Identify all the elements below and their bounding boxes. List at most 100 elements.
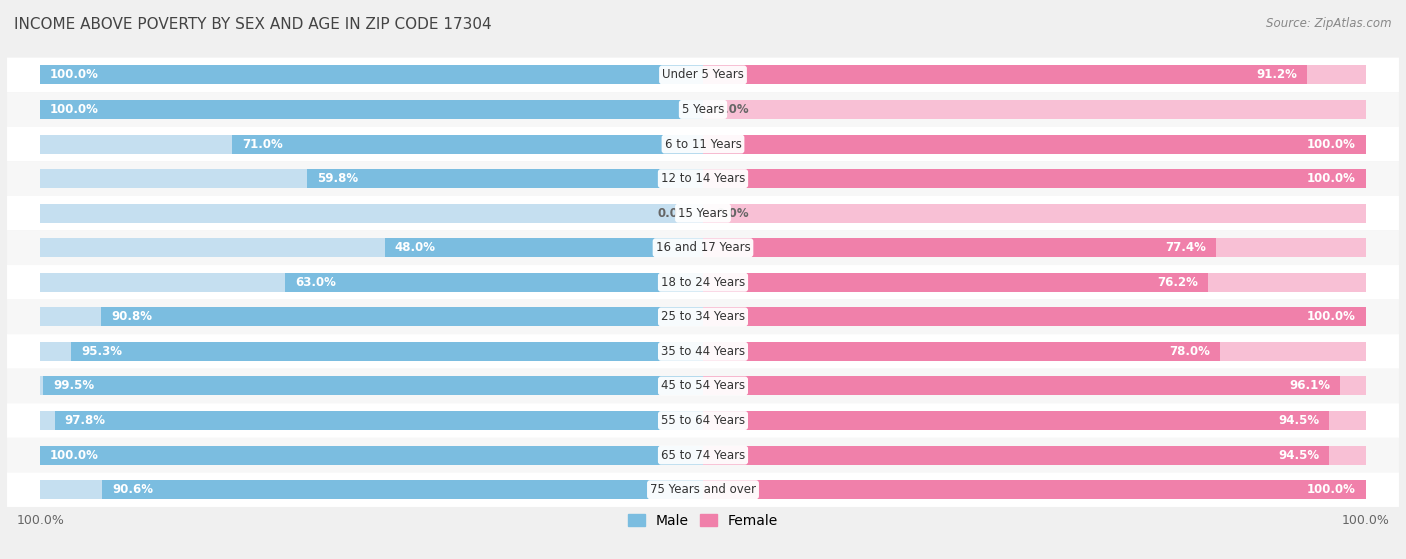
Bar (703, 411, 1330, 430)
Text: 5 Years: 5 Years (682, 103, 724, 116)
Bar (703, 65, 1308, 84)
Text: 65 to 74 Years: 65 to 74 Years (661, 449, 745, 462)
Bar (385, 238, 703, 257)
Text: 45 to 54 Years: 45 to 54 Years (661, 380, 745, 392)
FancyBboxPatch shape (7, 58, 1399, 92)
FancyBboxPatch shape (7, 403, 1399, 438)
Text: 6 to 11 Years: 6 to 11 Years (665, 138, 741, 150)
FancyBboxPatch shape (7, 300, 1399, 334)
Text: 16 and 17 Years: 16 and 17 Years (655, 241, 751, 254)
Text: 100.0%: 100.0% (1308, 138, 1355, 150)
Bar (703, 446, 1365, 465)
Text: 100.0%: 100.0% (51, 103, 98, 116)
Bar (41, 238, 703, 257)
Text: 0.0%: 0.0% (716, 103, 749, 116)
Bar (703, 203, 1365, 222)
Text: 100.0%: 100.0% (1308, 310, 1355, 323)
Text: 90.8%: 90.8% (111, 310, 152, 323)
Bar (44, 376, 703, 396)
Text: 77.4%: 77.4% (1166, 241, 1206, 254)
Bar (41, 273, 703, 292)
Bar (703, 169, 1365, 188)
FancyBboxPatch shape (7, 369, 1399, 403)
Bar (41, 411, 703, 430)
Bar (41, 65, 703, 84)
FancyBboxPatch shape (7, 196, 1399, 230)
Bar (703, 307, 1365, 326)
Bar (703, 342, 1365, 361)
Text: 99.5%: 99.5% (53, 380, 94, 392)
Text: 78.0%: 78.0% (1170, 345, 1211, 358)
Text: 91.2%: 91.2% (1257, 68, 1298, 82)
FancyBboxPatch shape (7, 230, 1399, 265)
Bar (703, 446, 1330, 465)
Bar (703, 238, 1216, 257)
Text: Under 5 Years: Under 5 Years (662, 68, 744, 82)
Bar (41, 100, 703, 119)
Text: 90.6%: 90.6% (112, 483, 153, 496)
Bar (703, 273, 1365, 292)
Bar (703, 342, 1220, 361)
FancyBboxPatch shape (7, 92, 1399, 127)
Bar (703, 376, 1340, 396)
Bar (703, 238, 1365, 257)
Bar (703, 376, 1365, 396)
FancyBboxPatch shape (7, 472, 1399, 507)
Bar (41, 169, 703, 188)
Bar (703, 100, 1365, 119)
Bar (41, 446, 703, 465)
Text: INCOME ABOVE POVERTY BY SEX AND AGE IN ZIP CODE 17304: INCOME ABOVE POVERTY BY SEX AND AGE IN Z… (14, 17, 492, 32)
Text: 25 to 34 Years: 25 to 34 Years (661, 310, 745, 323)
Bar (41, 446, 703, 465)
Text: 100.0%: 100.0% (1308, 483, 1355, 496)
Text: 15 Years: 15 Years (678, 207, 728, 220)
Text: 35 to 44 Years: 35 to 44 Years (661, 345, 745, 358)
Bar (703, 480, 1365, 499)
FancyBboxPatch shape (7, 438, 1399, 472)
Legend: Male, Female: Male, Female (623, 508, 783, 533)
Bar (41, 65, 703, 84)
Bar (307, 169, 703, 188)
FancyBboxPatch shape (7, 334, 1399, 369)
Bar (41, 100, 703, 119)
Text: 100.0%: 100.0% (51, 449, 98, 462)
Bar (41, 376, 703, 396)
Bar (285, 273, 703, 292)
Text: 0.0%: 0.0% (657, 207, 690, 220)
Bar (703, 273, 1208, 292)
Text: 59.8%: 59.8% (316, 172, 357, 185)
Bar (703, 135, 1365, 154)
Bar (703, 480, 1365, 499)
Bar (232, 135, 703, 154)
Text: 94.5%: 94.5% (1278, 449, 1319, 462)
Text: 94.5%: 94.5% (1278, 414, 1319, 427)
Text: 71.0%: 71.0% (242, 138, 283, 150)
Bar (72, 342, 703, 361)
Text: 63.0%: 63.0% (295, 276, 336, 289)
Text: 95.3%: 95.3% (82, 345, 122, 358)
Text: 97.8%: 97.8% (65, 414, 105, 427)
Text: 48.0%: 48.0% (395, 241, 436, 254)
Bar (41, 342, 703, 361)
Bar (55, 411, 703, 430)
Bar (703, 411, 1365, 430)
FancyBboxPatch shape (7, 162, 1399, 196)
Text: 55 to 64 Years: 55 to 64 Years (661, 414, 745, 427)
Text: 0.0%: 0.0% (716, 207, 749, 220)
Text: 96.1%: 96.1% (1289, 380, 1330, 392)
Bar (41, 203, 703, 222)
Bar (703, 307, 1365, 326)
Text: 75 Years and over: 75 Years and over (650, 483, 756, 496)
Bar (103, 480, 703, 499)
Text: 100.0%: 100.0% (51, 68, 98, 82)
Bar (101, 307, 703, 326)
Text: Source: ZipAtlas.com: Source: ZipAtlas.com (1267, 17, 1392, 30)
FancyBboxPatch shape (7, 127, 1399, 162)
Bar (703, 65, 1365, 84)
Bar (703, 135, 1365, 154)
Text: 100.0%: 100.0% (1308, 172, 1355, 185)
Text: 18 to 24 Years: 18 to 24 Years (661, 276, 745, 289)
Text: 76.2%: 76.2% (1157, 276, 1198, 289)
Bar (41, 307, 703, 326)
Bar (41, 480, 703, 499)
